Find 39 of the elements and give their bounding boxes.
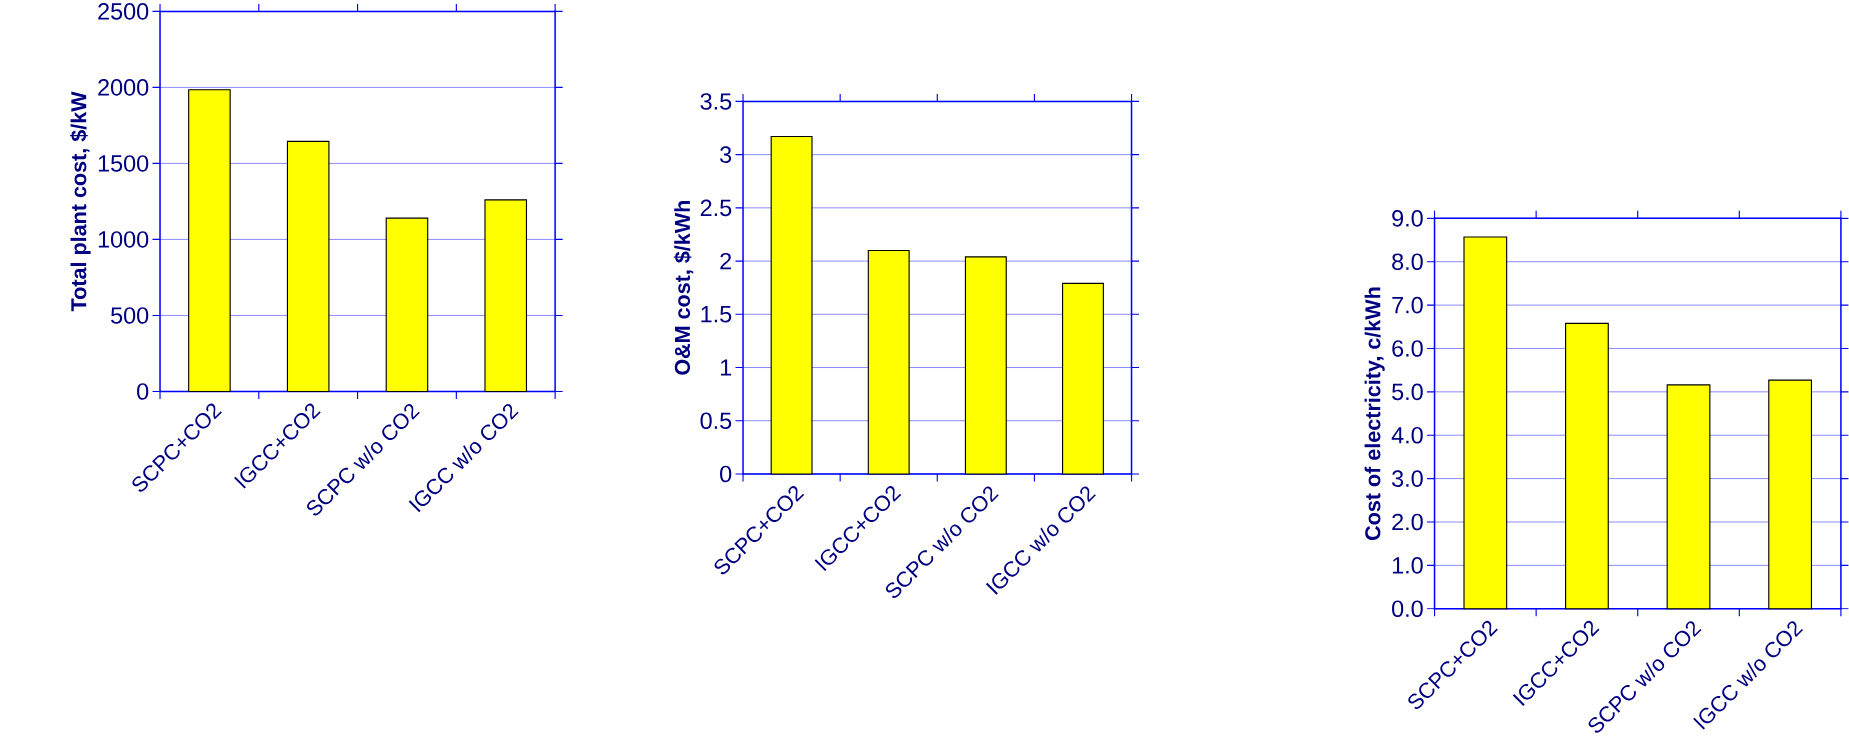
bar	[1565, 322, 1609, 610]
bar	[964, 256, 1007, 475]
bar	[1768, 379, 1813, 610]
y-tick-label: 3.0	[1392, 470, 1423, 488]
y-axis-title: O&M cost, $/kWh	[673, 201, 694, 375]
y-tick-label: 0	[137, 383, 149, 400]
y-tick-label: 8.0	[1392, 253, 1423, 271]
y-tick-label: 2000	[98, 79, 149, 96]
bar	[1463, 236, 1508, 610]
bar	[484, 199, 528, 393]
y-tick-label: 500	[111, 307, 149, 324]
bar	[385, 217, 429, 393]
y-tick-label: 2.5	[700, 199, 732, 217]
y-axis-title: Cost of electricity, c/kWh	[1364, 287, 1385, 541]
bar	[1666, 384, 1711, 610]
y-tick-label: 2500	[98, 3, 149, 20]
y-tick-label: 3.5	[700, 93, 732, 110]
y-tick-label: 0.5	[700, 412, 732, 430]
y-tick-label: 1.5	[701, 306, 732, 323]
bar	[1062, 282, 1104, 475]
y-tick-label: 5.0	[1392, 383, 1423, 401]
bar	[770, 136, 813, 475]
bar	[188, 89, 231, 393]
y-tick-label: 7.0	[1392, 296, 1423, 314]
y-tick-label: 1000	[98, 231, 149, 248]
y-axis-title: Total plant cost, $/kW	[70, 91, 91, 312]
y-tick-label: 0	[720, 465, 732, 483]
y-tick-label: 1500	[98, 155, 149, 172]
y-tick-label: 6.0	[1392, 340, 1423, 357]
y-tick-label: 4.0	[1391, 427, 1423, 444]
y-tick-label: 2.0	[1392, 513, 1423, 531]
y-tick-label: 2	[720, 253, 732, 270]
y-tick-label: 9.0	[1392, 210, 1423, 227]
y-tick-label: 1.0	[1392, 557, 1423, 574]
bar	[286, 140, 330, 393]
y-tick-label: 1	[720, 359, 732, 376]
y-tick-label: 3	[720, 146, 732, 164]
y-tick-label: 0.0	[1392, 600, 1423, 618]
bar	[867, 249, 910, 475]
